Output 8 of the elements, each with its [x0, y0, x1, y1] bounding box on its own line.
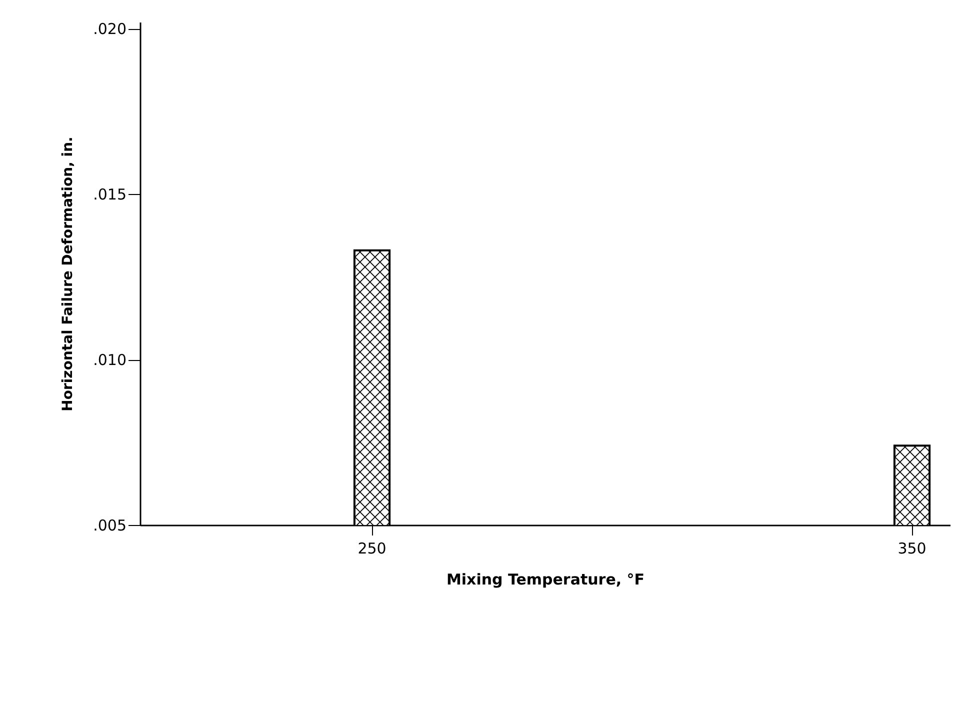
- y-tick-label: .015: [93, 186, 126, 204]
- y-tick-label: .020: [93, 20, 126, 38]
- x-tick-label: 250: [358, 540, 386, 558]
- y-tick-label: .010: [93, 351, 126, 370]
- y-tick-label: .005: [93, 516, 126, 534]
- x-tick-label: 350: [898, 540, 926, 558]
- y-axis-title: Horizontal Failure Deformation, in.: [60, 136, 76, 412]
- x-axis-title: Mixing Temperature, °F: [446, 570, 645, 588]
